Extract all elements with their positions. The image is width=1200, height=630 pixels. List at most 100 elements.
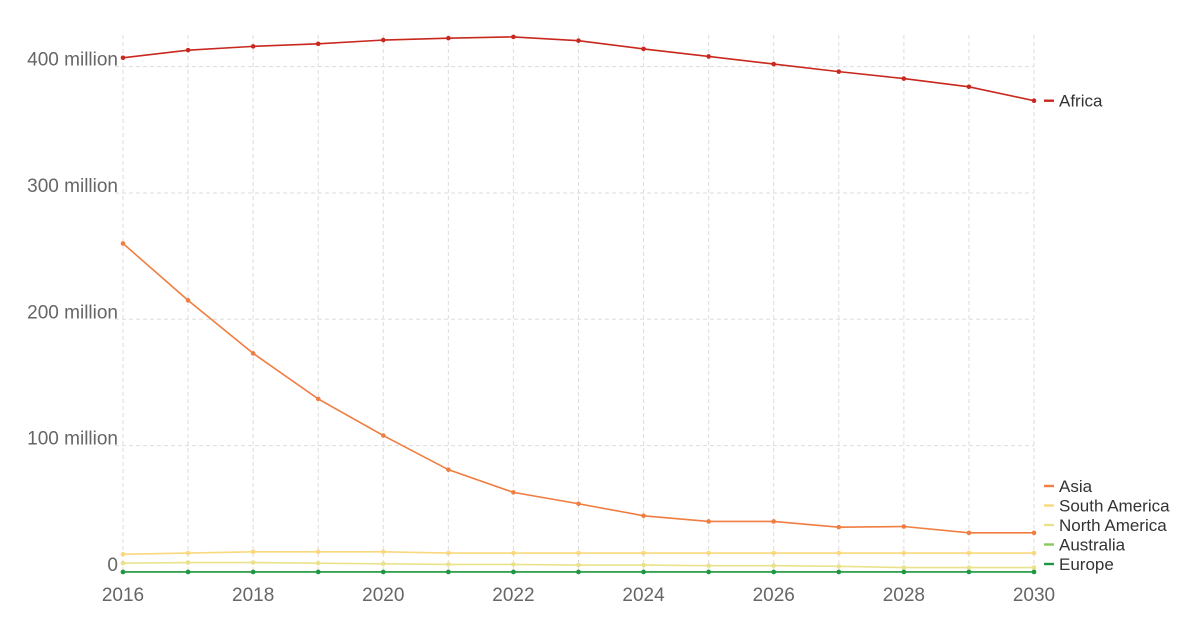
data-point-north-america: [511, 562, 516, 567]
data-point-africa: [446, 35, 451, 41]
legend-item-north-america: North America: [1044, 516, 1167, 535]
data-point-north-america: [315, 560, 321, 566]
data-point-asia: [1031, 530, 1037, 536]
legend-label: Europe: [1059, 555, 1114, 574]
data-point-south-america: [511, 550, 516, 556]
data-point-north-america: [576, 562, 581, 568]
data-point-europe: [901, 569, 907, 575]
data-point-africa: [576, 38, 581, 43]
data-point-europe: [1031, 569, 1037, 575]
axis-layer: 0 100 million 200 million 300 million 400 mi…: [27, 50, 1055, 606]
legend-item-europe: Europe: [1044, 555, 1114, 574]
data-point-south-america: [576, 550, 581, 556]
x-tick-label: 2016: [102, 585, 144, 606]
data-point-africa: [901, 76, 907, 81]
data-point-asia: [576, 501, 581, 507]
data-point-europe: [706, 569, 711, 575]
data-point-europe: [250, 569, 256, 575]
data-point-africa: [836, 69, 842, 74]
series-africa: [120, 34, 1037, 104]
data-point-south-america: [446, 550, 451, 556]
legend-label: North America: [1059, 516, 1167, 535]
data-point-south-america: [380, 549, 386, 555]
x-tick-label: 2030: [1013, 585, 1055, 606]
data-point-europe: [771, 569, 777, 575]
series-north-america: [120, 560, 1037, 570]
data-point-africa: [966, 84, 972, 90]
data-point-north-america: [185, 560, 191, 565]
data-point-europe: [185, 569, 191, 575]
series-layer: [120, 34, 1037, 575]
y-tick-label: 0: [107, 555, 118, 576]
data-point-north-america: [966, 565, 972, 570]
data-point-asia: [120, 241, 126, 246]
data-point-south-america: [1031, 550, 1037, 556]
x-tick-label: 2024: [622, 585, 665, 606]
data-point-south-america: [315, 549, 321, 555]
y-tick-label: 200 million: [27, 302, 118, 323]
data-point-south-america: [641, 550, 646, 556]
data-point-north-america: [706, 563, 711, 568]
data-point-north-america: [901, 565, 907, 570]
data-point-north-america: [446, 562, 451, 567]
x-tick-label: 2028: [883, 585, 925, 606]
data-point-south-america: [185, 550, 191, 556]
data-point-south-america: [706, 550, 711, 556]
data-point-africa: [315, 41, 321, 47]
data-point-asia: [185, 298, 191, 303]
x-tick-label: 2022: [492, 585, 534, 606]
data-point-africa: [120, 55, 126, 61]
x-tick-label: 2026: [753, 585, 795, 606]
data-point-north-america: [836, 564, 842, 569]
data-point-africa: [185, 47, 191, 53]
data-point-north-america: [641, 562, 646, 568]
data-point-north-america: [380, 561, 386, 567]
data-point-europe: [380, 569, 386, 575]
data-point-south-america: [901, 550, 907, 556]
legend-item-asia: Asia: [1044, 477, 1093, 496]
data-point-asia: [315, 396, 321, 402]
legend-label: Asia: [1059, 477, 1093, 496]
legend-item-africa: Africa: [1044, 92, 1103, 111]
data-point-africa: [706, 54, 711, 59]
data-point-south-america: [771, 550, 777, 556]
data-point-asia: [836, 524, 842, 530]
data-point-south-america: [120, 552, 126, 557]
x-tick-label: 2018: [232, 585, 274, 606]
y-tick-label: 100 million: [27, 429, 118, 450]
data-point-africa: [641, 46, 646, 52]
data-point-africa: [1031, 98, 1037, 104]
data-point-europe: [966, 569, 972, 575]
data-point-north-america: [1031, 565, 1037, 570]
legend-label: Australia: [1059, 536, 1126, 555]
data-point-asia: [511, 490, 516, 495]
data-point-africa: [250, 44, 256, 49]
legend-item-australia: Australia: [1044, 536, 1126, 555]
data-point-asia: [380, 433, 386, 438]
data-point-europe: [446, 569, 451, 575]
legend-label: South America: [1059, 497, 1170, 516]
grid-layer: [115, 35, 1035, 572]
legend-item-south-america: South America: [1044, 497, 1170, 516]
data-point-asia: [966, 530, 972, 536]
data-point-north-america: [120, 560, 126, 566]
data-point-africa: [380, 37, 386, 43]
data-point-asia: [250, 351, 256, 356]
series-asia: [120, 241, 1037, 536]
y-tick-label: 400 million: [27, 50, 118, 71]
data-point-asia: [446, 467, 451, 472]
data-point-europe: [836, 569, 842, 575]
data-point-africa: [771, 61, 777, 67]
x-tick-label: 2020: [362, 585, 404, 606]
data-point-africa: [511, 34, 516, 40]
series-europe: [120, 569, 1037, 575]
data-point-asia: [771, 519, 777, 524]
series-south-america: [120, 549, 1037, 557]
data-point-south-america: [836, 550, 842, 556]
data-point-europe: [511, 569, 516, 575]
y-tick-label: 300 million: [27, 176, 118, 197]
data-point-europe: [120, 569, 126, 575]
